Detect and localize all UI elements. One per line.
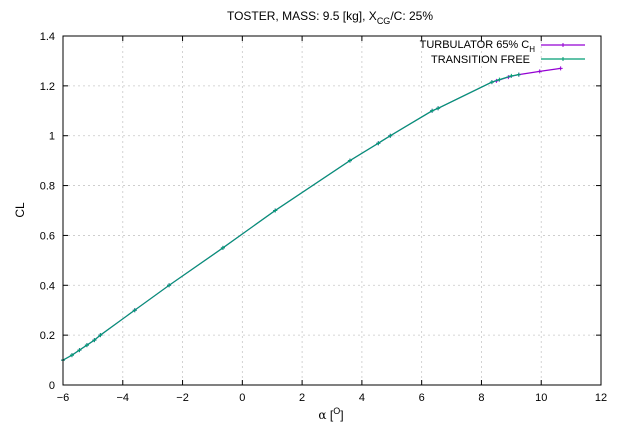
y-tick-label: 0.2	[40, 330, 55, 342]
x-tick-label: −2	[176, 392, 189, 404]
legend-label-transition-free: TRANSITION FREE	[431, 54, 530, 66]
chart-title-suffix: /C: 25%	[390, 9, 433, 23]
y-tick-label: 0.4	[40, 280, 55, 292]
legend-label-turbulator: TURBULATOR 65% CH	[420, 39, 536, 54]
legend-marker-turbulator	[561, 43, 565, 47]
x-tick-label: −4	[117, 392, 130, 404]
chart-title-prefix: TOSTER, MASS: 9.5 [kg], X	[227, 9, 377, 23]
x-axis-label-symbol: α	[318, 408, 326, 422]
data-point-transition-free	[69, 353, 74, 358]
series-line-transition-free	[62, 74, 519, 361]
y-tick-label: 1.4	[40, 31, 55, 43]
x-axis-label-open: [	[327, 408, 334, 422]
data-point-turbulator	[537, 69, 542, 74]
grid	[63, 36, 601, 385]
legend: TURBULATOR 65% CH TRANSITION FREE	[420, 39, 585, 66]
data-point-turbulator	[558, 66, 563, 71]
plot-frame	[62, 35, 602, 386]
series-line-turbulator	[62, 67, 561, 361]
ticks	[62, 35, 602, 386]
y-axis-label: CL	[13, 202, 27, 218]
x-tick-label: 10	[535, 392, 547, 404]
legend-label-turbulator-subscript: H	[529, 45, 535, 54]
data-point-transition-free	[98, 333, 103, 338]
x-tick-label: 8	[478, 392, 484, 404]
x-tick-label: 2	[299, 392, 305, 404]
data-point-transition-free	[77, 348, 82, 353]
data-point-transition-free	[376, 141, 381, 146]
x-tick-label: 4	[359, 392, 365, 404]
x-tick-labels: −6 −4 −2 0 2 4 6 8 10 12	[57, 392, 607, 404]
data-point-transition-free	[388, 133, 393, 138]
x-tick-label: 6	[419, 392, 425, 404]
data-point-transition-free	[489, 80, 494, 85]
x-tick-label: 0	[239, 392, 245, 404]
y-tick-label: 0	[49, 380, 55, 392]
x-tick-label: 12	[595, 392, 607, 404]
data-point-transition-free	[436, 106, 441, 111]
x-axis-label-close: ]	[340, 408, 343, 422]
data-point-transition-free	[347, 158, 352, 163]
chart-title-subscript: CG	[377, 16, 391, 26]
data-point-transition-free	[167, 283, 172, 288]
y-tick-label: 0.6	[40, 230, 55, 242]
legend-marker-transition-free	[561, 57, 565, 61]
data-point-transition-free	[132, 308, 137, 313]
data-point-transition-free	[497, 77, 502, 82]
data-point-transition-free	[273, 208, 278, 213]
x-tick-label: −6	[57, 392, 70, 404]
data-point-transition-free	[220, 245, 225, 250]
data-point-transition-free	[509, 73, 514, 78]
x-axis-label-superscript: O	[333, 406, 340, 416]
y-tick-label: 0.8	[40, 181, 55, 193]
chart-title: TOSTER, MASS: 9.5 [kg], XCG/C: 25%	[227, 9, 433, 26]
y-tick-label: 1	[49, 131, 55, 143]
data-point-transition-free	[92, 338, 97, 343]
data-point-transition-free	[84, 343, 89, 348]
x-axis-label: α [O]	[318, 406, 343, 422]
series-layer	[61, 66, 563, 363]
y-tick-labels: 0 0.2 0.4 0.6 0.8 1 1.2 1.4	[40, 31, 55, 392]
y-tick-label: 1.2	[40, 81, 55, 93]
legend-label-turbulator-main: TURBULATOR 65% C	[420, 39, 530, 51]
data-point-transition-free	[516, 72, 521, 77]
data-point-transition-free	[430, 108, 435, 113]
